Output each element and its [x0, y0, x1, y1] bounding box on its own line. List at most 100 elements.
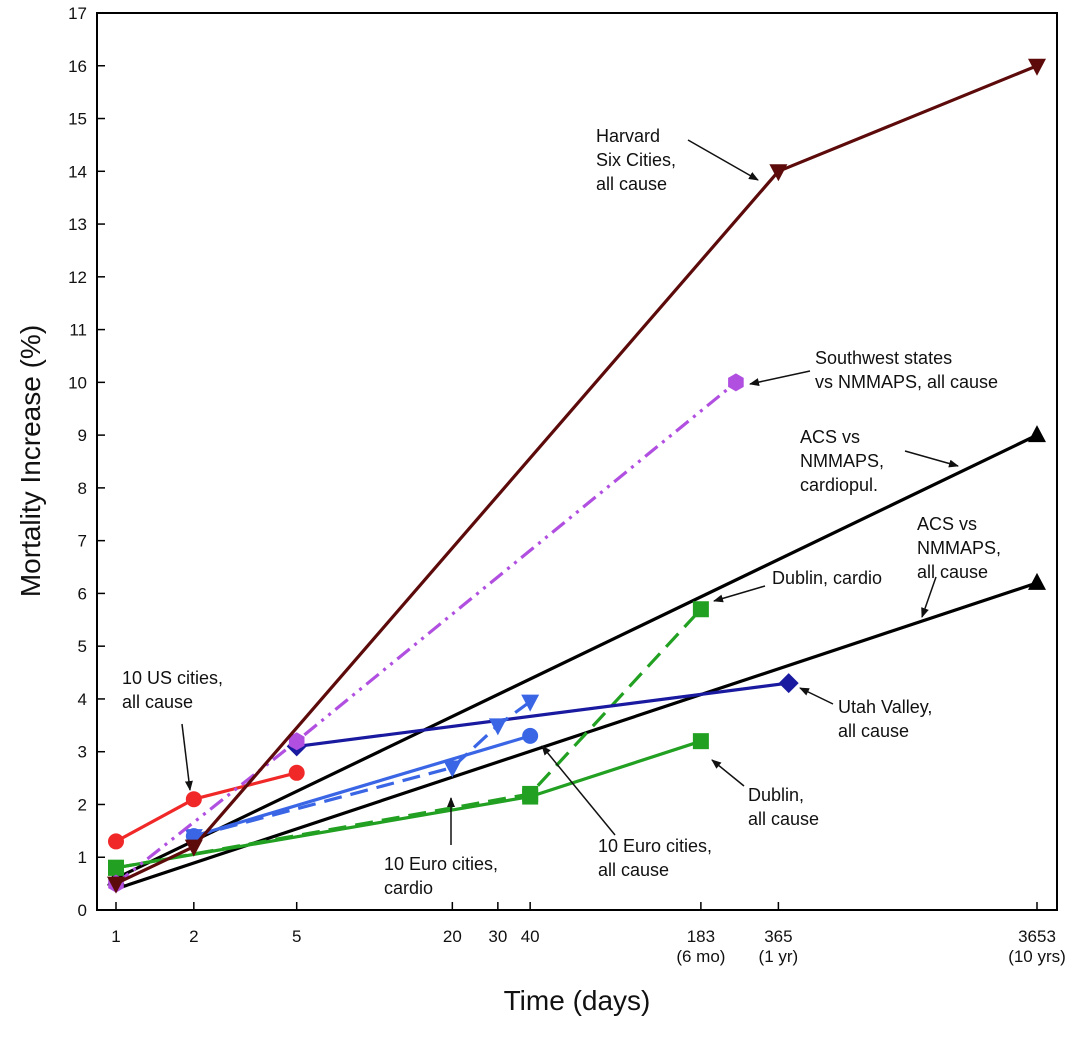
annotation-5: Utah Valley, all cause	[799, 687, 932, 741]
data-point	[728, 373, 744, 392]
x-tick-label: 1	[111, 927, 120, 946]
data-point	[488, 718, 507, 736]
data-point	[769, 164, 788, 182]
x-tick-label: 2	[189, 927, 198, 946]
annotation-text: all cause	[122, 692, 193, 712]
x-tick-label: 365	[764, 927, 792, 946]
x-tick-label: 30	[488, 927, 507, 946]
annotation-text: Six Cities,	[596, 150, 676, 170]
annotation-text: Utah Valley,	[838, 697, 932, 717]
series-0	[107, 58, 1046, 894]
data-point	[522, 785, 539, 802]
annotation-text: Southwest states	[815, 348, 952, 368]
annotation-text: cardiopul.	[800, 475, 878, 495]
annotation-text: 10 Euro cities,	[384, 854, 498, 874]
data-point	[778, 673, 799, 694]
annotation-arrow	[541, 745, 616, 836]
x-tick-sublabel: (1 yr)	[759, 947, 799, 966]
annotation-arrow	[904, 450, 959, 468]
annotation-text: all cause	[917, 562, 988, 582]
series-line	[115, 581, 1038, 891]
series-line	[193, 700, 532, 838]
y-tick-label: 3	[78, 743, 87, 762]
data-point	[443, 760, 462, 778]
annotation-8: 10 Euro cities, cardio	[384, 797, 498, 898]
annotations-layer: Harvard Six Cities, all cause Southwest sta…	[122, 126, 1001, 898]
annotation-arrow	[713, 585, 766, 603]
y-tick-label: 15	[68, 110, 87, 129]
y-tick-label: 11	[69, 321, 87, 340]
annotation-text: Harvard	[596, 126, 660, 146]
data-point	[288, 732, 305, 751]
data-point	[1028, 58, 1046, 76]
annotation-2: ACS vs NMMAPS, cardiopul.	[800, 427, 959, 495]
data-point	[1028, 572, 1046, 590]
annotation-text: NMMAPS,	[800, 451, 884, 471]
annotation-6: Dublin, all cause	[711, 759, 819, 829]
data-point	[521, 694, 540, 712]
series-line	[296, 681, 789, 748]
annotation-text: ACS vs	[800, 427, 860, 447]
annotation-text: 10 Euro cities,	[598, 836, 712, 856]
data-point	[108, 859, 124, 876]
y-tick-label: 8	[78, 479, 87, 498]
y-tick-label: 16	[68, 57, 87, 76]
annotation-3: ACS vs NMMAPS, all cause	[917, 514, 1001, 618]
data-point	[1028, 425, 1046, 443]
annotation-arrow	[799, 687, 834, 705]
series-line	[115, 433, 1038, 880]
x-tick-label: 40	[521, 927, 540, 946]
annotation-0: Harvard Six Cities, all cause	[596, 126, 759, 194]
annotation-text: all cause	[838, 721, 909, 741]
series-3	[115, 572, 1046, 891]
annotation-arrow	[749, 370, 811, 387]
x-tick-label: 3653	[1018, 927, 1056, 946]
x-tick-sublabel: (6 mo)	[676, 947, 725, 966]
annotation-text: NMMAPS,	[917, 538, 1001, 558]
annotation-text: all cause	[596, 174, 667, 194]
annotation-arrow	[711, 759, 745, 787]
annotation-4: Dublin, cardio	[713, 568, 882, 603]
data-point	[184, 829, 203, 847]
annotation-1: Southwest states vs NMMAPS, all cause	[749, 348, 998, 392]
y-tick-label: 5	[78, 637, 87, 656]
data-point	[108, 833, 124, 850]
y-tick-label: 0	[78, 901, 87, 920]
annotation-text: all cause	[748, 809, 819, 829]
data-point	[107, 876, 125, 894]
x-tick-label: 5	[292, 927, 301, 946]
y-tick-label: 10	[68, 373, 87, 392]
y-tick-label: 12	[68, 268, 87, 287]
annotation-text: Dublin,	[748, 785, 804, 805]
y-tick-label: 6	[78, 584, 87, 603]
y-tick-label: 14	[68, 162, 87, 181]
data-point	[288, 764, 305, 781]
annotation-7: 10 Euro cities, all cause	[541, 745, 712, 880]
series-line	[193, 734, 531, 838]
data-point	[692, 601, 709, 618]
series-line	[115, 381, 737, 885]
series-6	[286, 673, 799, 757]
x-axis: 1 2 5 20 30 40 183(6 mo) 365(1 yr) 3653(10 yrs)	[111, 902, 1066, 966]
series-4	[108, 601, 709, 876]
x-tick-sublabel: (10 yrs)	[1008, 947, 1066, 966]
series-7	[184, 694, 540, 847]
annotation-9: 10 US cities, all cause	[122, 668, 223, 791]
annotation-text: 10 US cities,	[122, 668, 223, 688]
data-point	[185, 791, 202, 808]
y-tick-label: 1	[78, 848, 87, 867]
data-point	[522, 727, 539, 744]
series-9	[108, 764, 305, 850]
y-axis-title: Mortality Increase (%)	[15, 325, 46, 597]
x-tick-label: 183	[687, 927, 715, 946]
annotation-text: all cause	[598, 860, 669, 880]
series-line	[115, 64, 1038, 886]
y-tick-label: 7	[78, 532, 87, 551]
y-tick-label: 2	[78, 795, 87, 814]
annotation-arrow	[181, 723, 193, 791]
annotation-text: Dublin, cardio	[772, 568, 882, 588]
data-point	[692, 733, 709, 750]
annotation-arrow	[687, 139, 759, 181]
